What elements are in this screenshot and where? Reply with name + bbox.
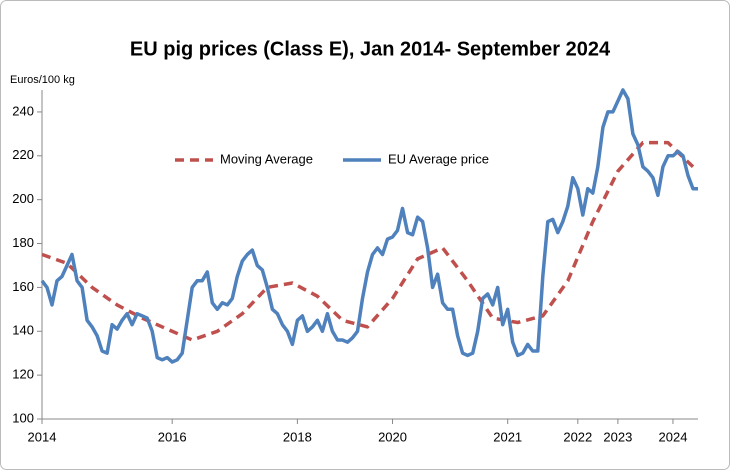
x-tick-label: 2020 bbox=[378, 429, 407, 444]
series-line bbox=[40, 88, 698, 364]
legend-label: EU Average price bbox=[388, 151, 489, 166]
x-tick-label: 2016 bbox=[158, 429, 187, 444]
y-tick-label: 200 bbox=[12, 191, 34, 206]
y-tick-label: 160 bbox=[12, 279, 34, 294]
y-tick-label: 220 bbox=[12, 147, 34, 162]
chart-title: EU pig prices (Class E), Jan 2014- Septe… bbox=[130, 38, 611, 60]
y-tick-label: 120 bbox=[12, 367, 34, 382]
y-tick-label: 180 bbox=[12, 235, 34, 250]
series-line bbox=[41, 140, 695, 342]
y-tick-label: 240 bbox=[12, 103, 34, 118]
x-tick-label: 2022 bbox=[563, 429, 592, 444]
x-tick-label: 2024 bbox=[659, 429, 688, 444]
x-tick-label: 2014 bbox=[28, 429, 57, 444]
y-tick-label: 100 bbox=[12, 410, 34, 425]
x-tick-label: 2021 bbox=[493, 429, 522, 444]
y-tick-label: 140 bbox=[12, 323, 34, 338]
x-tick-label: 2018 bbox=[283, 429, 312, 444]
legend-label: Moving Average bbox=[220, 151, 313, 166]
y-axis-label: Euros/100 kg bbox=[10, 74, 75, 86]
x-tick-label: 2023 bbox=[603, 429, 632, 444]
